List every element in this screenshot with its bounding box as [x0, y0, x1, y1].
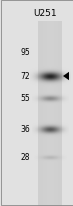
Text: 55: 55 [20, 94, 30, 103]
Text: 28: 28 [21, 153, 30, 162]
Text: 72: 72 [20, 72, 30, 81]
Text: 95: 95 [20, 48, 30, 57]
Polygon shape [63, 73, 69, 81]
Text: U251: U251 [33, 9, 57, 18]
Text: 36: 36 [20, 125, 30, 134]
